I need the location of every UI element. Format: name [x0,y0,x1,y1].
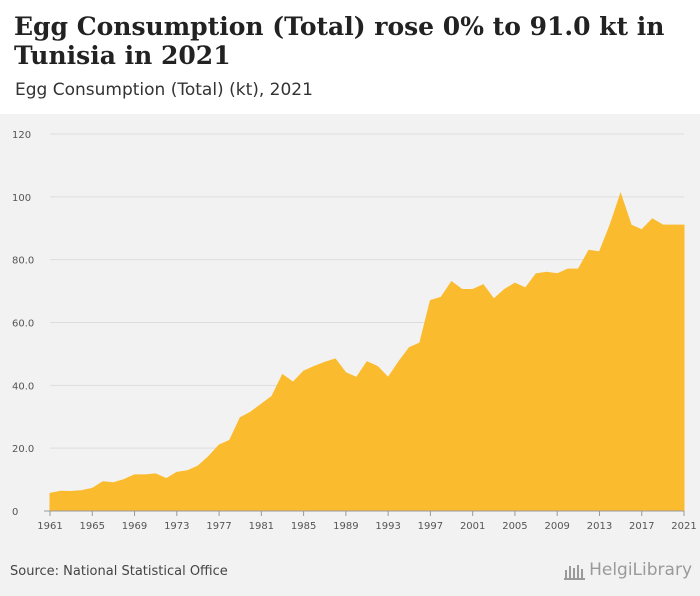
chart-area: 0 20.0 40.0 60.0 80.0 100 120 1961 1965 1969 1973… [0,114,700,596]
y-tick-label: 60.0 [12,319,34,330]
y-tick-label: 0 [12,507,18,518]
y-axis-labels: 0 20.0 40.0 60.0 80.0 100 120 [12,130,34,518]
header: Egg Consumption (Total) rose 0% to 91.0 … [0,0,700,114]
x-tick-label: 2013 [587,521,612,532]
x-tick-label: 1989 [333,521,358,532]
area-chart: 0 20.0 40.0 60.0 80.0 100 120 1961 1965 1969 1973… [12,130,697,532]
library-icon [564,565,586,580]
y-tick-label: 120 [12,130,31,141]
x-tick-label: 1969 [122,521,147,532]
x-tick-label: 1961 [37,521,62,532]
x-axis: 1961 1965 1969 1973 1977 1981 1985 1989 1993 1997… [37,510,697,532]
y-tick-label: 80.0 [12,256,34,267]
x-tick-label: 1985 [291,521,316,532]
source-note: Source: National Statistical Office [10,564,228,579]
x-tick-label: 2001 [460,521,485,532]
plot-area [49,192,685,512]
x-tick-label: 1993 [375,521,400,532]
x-tick-label: 2021 [671,521,696,532]
y-tick-label: 20.0 [12,444,34,455]
helgilibrary-logo[interactable]: HelgiLibrary [564,560,692,580]
y-tick-label: 100 [12,193,31,204]
x-tick-label: 2005 [502,521,527,532]
x-tick-label: 2009 [544,521,569,532]
x-tick-label: 2017 [629,521,654,532]
x-tick-label: 1973 [164,521,189,532]
x-tick-label: 1977 [206,521,231,532]
x-tick-label: 1997 [418,521,443,532]
page-title: Egg Consumption (Total) rose 0% to 91.0 … [14,12,665,70]
chart-subtitle: Egg Consumption (Total) (kt), 2021 [15,80,313,100]
logo-text: HelgiLibrary [589,560,692,580]
y-tick-label: 40.0 [12,381,34,392]
area-series [49,192,685,512]
x-tick-label: 1981 [249,521,274,532]
x-tick-label: 1965 [80,521,105,532]
